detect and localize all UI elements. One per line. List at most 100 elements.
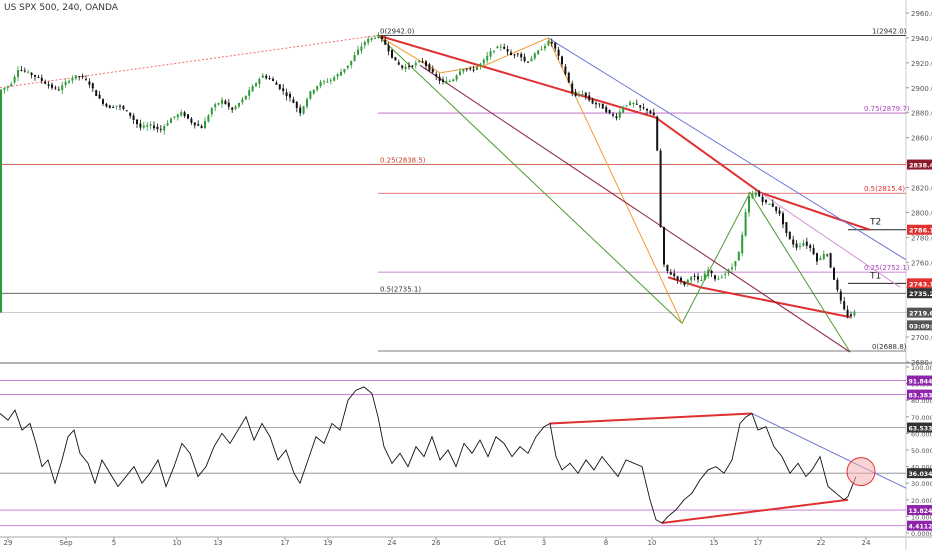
candle-body (812, 248, 815, 255)
x-tick-label: 26 (432, 539, 441, 547)
candle-body (3, 88, 6, 90)
x-tick-label: 10 (648, 539, 657, 547)
candle-body (142, 125, 145, 128)
candle-body (707, 269, 710, 276)
candle-body (207, 115, 210, 122)
candle-body (384, 39, 387, 45)
candle-body (608, 109, 611, 114)
candle-body (642, 107, 645, 109)
candle-body (629, 102, 631, 105)
price-axis-tag (907, 307, 932, 318)
candle-body (503, 46, 506, 49)
candle-body (717, 278, 720, 280)
candle-body (166, 123, 169, 126)
candle-body (10, 83, 13, 86)
candle-body (768, 203, 771, 205)
candle-body (479, 63, 482, 67)
candle-body (442, 79, 444, 82)
candle-body (27, 71, 30, 73)
candle-body (377, 34, 380, 38)
candle-body (333, 77, 336, 81)
candle-body (23, 70, 26, 72)
candle-body (445, 80, 448, 84)
candle-body (261, 75, 264, 78)
candle-body (788, 231, 791, 239)
candle-body (414, 62, 417, 66)
fib-level-label: 0.25(2752.1) (864, 264, 910, 272)
candle-body (550, 41, 553, 44)
candle-body (819, 258, 822, 260)
rsi-axis-tag-label: 63.5339 (909, 426, 932, 433)
candle-body (102, 99, 104, 104)
candle-body (129, 112, 132, 116)
rsi-y-tick-label: 30.0000 (911, 480, 932, 488)
candle-body (108, 105, 111, 109)
candle-body (248, 90, 251, 96)
rsi-axis-tag-label: 4.4112 (909, 524, 932, 531)
candle-body (329, 79, 332, 81)
candle-body (340, 71, 342, 76)
candle-body (625, 105, 628, 107)
candle-body (51, 84, 53, 88)
candle-body (282, 88, 285, 92)
candle-body (493, 50, 495, 52)
candle-body (754, 192, 757, 196)
candle-body (408, 65, 410, 67)
candle-body (571, 83, 574, 94)
x-tick-label: 24 (862, 539, 871, 547)
candle-body (465, 68, 468, 70)
candle-body (37, 76, 40, 78)
candle-body (312, 89, 315, 94)
candle-body (132, 115, 135, 120)
candle-body (380, 36, 383, 40)
candle-body (700, 280, 703, 282)
rsi-y-tick-label: 70.0000 (911, 414, 932, 422)
candle-body (217, 103, 220, 105)
candle-body (238, 103, 240, 107)
candle-body (193, 122, 196, 126)
candle-body (350, 60, 353, 66)
candle-body (792, 239, 795, 245)
x-tick-label: 17 (281, 539, 290, 547)
candle-body (635, 103, 638, 105)
candle-body (391, 49, 393, 58)
trendline (419, 64, 851, 353)
candle-body (61, 85, 64, 91)
y-tick-label: 2900.0 (911, 85, 932, 93)
price-axis-tag-label: 2786.1 (909, 227, 932, 235)
candle-body (544, 46, 546, 49)
candle-body (200, 126, 203, 129)
candle-body (632, 103, 635, 105)
candle-body (156, 126, 159, 130)
candle-body (57, 89, 60, 91)
candle-body (370, 37, 373, 40)
candle-body (741, 234, 744, 254)
candle-body (64, 81, 67, 86)
candle-body (197, 124, 200, 126)
x-tick-label: 19 (324, 539, 333, 547)
candle-body (418, 60, 421, 63)
candle-body (829, 253, 832, 268)
rsi-y-tick-label: 80.0000 (911, 397, 932, 405)
candle-body (394, 57, 397, 61)
candle-body (91, 83, 94, 89)
candle-body (839, 291, 842, 301)
candle-body (112, 106, 115, 108)
candle-body (360, 46, 363, 51)
candle-body (98, 94, 101, 99)
y-tick-label: 2920.0 (911, 60, 932, 68)
fib-level-label: 0.25(2838.5) (380, 156, 426, 164)
candle-body (85, 79, 87, 81)
candle-body (20, 70, 23, 72)
candle-body (591, 99, 594, 104)
candle-body (44, 81, 47, 84)
candle-body (452, 79, 455, 82)
trendline (0, 34, 379, 89)
candle-body (278, 84, 281, 90)
price-axis-tag (907, 224, 932, 235)
candle-body (547, 40, 550, 46)
candle-body (714, 275, 716, 280)
candle-body (748, 196, 750, 213)
candle-body (244, 95, 247, 100)
trendline (377, 34, 657, 119)
